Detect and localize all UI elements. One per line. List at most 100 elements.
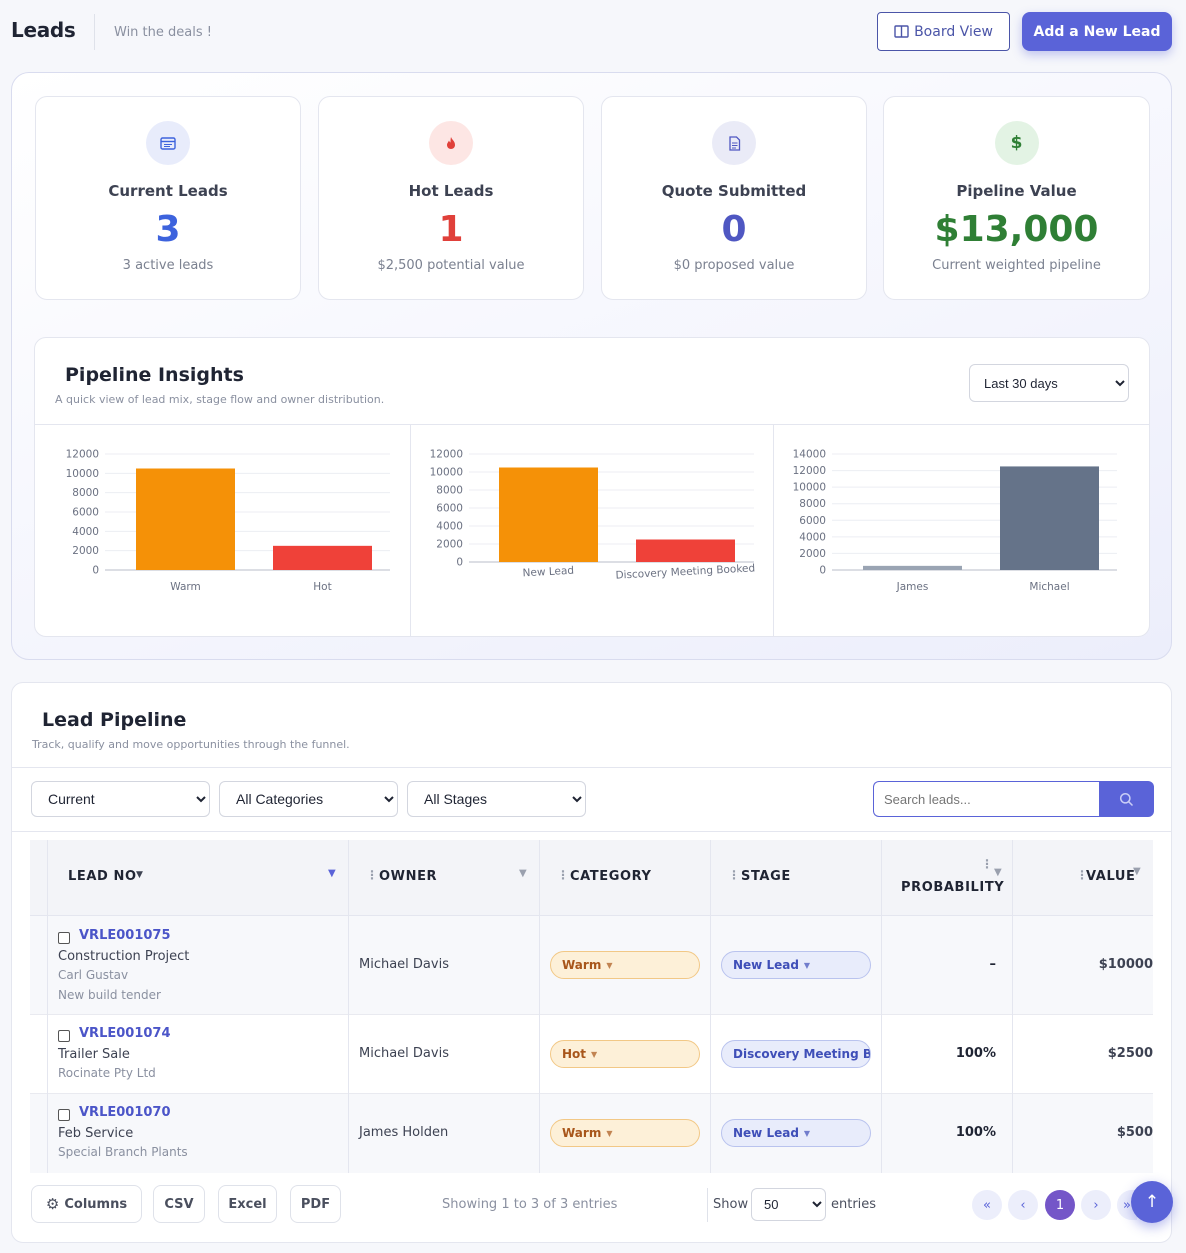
filter-icon[interactable]: ▼ [994, 867, 1003, 878]
page-1-button[interactable]: 1 [1045, 1190, 1075, 1220]
row-checkbox[interactable] [58, 1030, 70, 1042]
table-row[interactable]: VRLE001075 Construction Project Carl Gus… [30, 916, 1153, 1015]
row-checkbox[interactable] [58, 1109, 70, 1121]
y-tick-label: 2000 [799, 548, 826, 560]
probability-value: 100% [955, 1125, 996, 1140]
column-divider [47, 840, 48, 1173]
bar-hot [273, 545, 372, 570]
page-size-select[interactable]: 50 [751, 1188, 826, 1221]
owner-chart-svg: 0 2000 4000 6000 8000 10000 12000 14000 James Mic… [793, 449, 1117, 593]
date-range-select[interactable]: Last 30 days [969, 364, 1129, 402]
table-row[interactable]: VRLE001070 Feb Service Special Branch Pl… [30, 1094, 1153, 1173]
y-tick-label: 10000 [793, 482, 826, 494]
csv-export-button[interactable]: CSV [153, 1185, 205, 1223]
y-tick-label: 6000 [799, 515, 826, 527]
divider [707, 1188, 708, 1222]
column-header-value[interactable]: ⋮ VALUE ▼ [1012, 840, 1153, 916]
y-tick-label: 0 [456, 557, 463, 569]
stage-pill[interactable]: Discovery Meeting Boo [721, 1040, 871, 1068]
stage-filter-select[interactable]: All Stages [407, 781, 586, 817]
entries-label: entries [831, 1197, 877, 1212]
filter-icon[interactable]: ▼ [519, 868, 528, 879]
status-filter-select[interactable]: Current [31, 781, 210, 817]
filter-icon[interactable]: ▼ [328, 868, 337, 879]
lead-value: $500 [1116, 1125, 1153, 1140]
category-pill[interactable]: Warm ▼ [550, 951, 700, 979]
table-row[interactable]: VRLE001074 Trailer Sale Rocinate Pty Ltd… [30, 1015, 1153, 1094]
add-lead-button[interactable]: Add a New Lead [1022, 12, 1172, 51]
category-filter-select[interactable]: All Categories [219, 781, 398, 817]
bar-james [863, 565, 962, 570]
board-view-button[interactable]: Board View [877, 12, 1010, 51]
lead-number-link[interactable]: VRLE001070 [79, 1105, 171, 1120]
next-page-button[interactable]: › [1081, 1190, 1111, 1220]
x-tick-label: Michael [1029, 581, 1069, 593]
title-divider [94, 14, 95, 50]
stage-chart-svg: 0 2000 4000 6000 8000 10000 12000 New Lead Disco… [430, 449, 756, 582]
stat-label: Hot Leads [408, 182, 494, 200]
column-header-stage[interactable]: ⋮ STAGE [710, 840, 881, 916]
board-view-label: Board View [914, 23, 993, 40]
stat-card-pipeline-value: $ Pipeline Value $13,000 Current weighte… [883, 96, 1150, 300]
columns-button[interactable]: ⚙ Columns [31, 1185, 142, 1223]
divider [12, 831, 1171, 832]
stat-caption: Current weighted pipeline [932, 258, 1101, 273]
y-tick-label: 12000 [430, 449, 463, 461]
category-value-chart: 0 2000 4000 6000 8000 10000 12000 Warm Hot [35, 425, 410, 637]
pdf-export-button[interactable]: PDF [290, 1185, 341, 1223]
y-tick-label: 12000 [66, 449, 99, 461]
lead-project: Trailer Sale [58, 1047, 130, 1062]
bar-new-lead [499, 467, 598, 562]
prev-page-button[interactable]: ‹ [1008, 1190, 1038, 1220]
table-header: LEAD NO ▼ ▼ ⋮ OWNER ▼ ⋮ CATEGORY ⋮ STAGE… [30, 840, 1153, 916]
y-tick-label: 2000 [436, 539, 463, 551]
page-title: Leads [11, 18, 76, 42]
lead-project: Construction Project [58, 949, 190, 964]
lead-number-link[interactable]: VRLE001075 [79, 928, 171, 943]
lead-contact: Carl Gustav [58, 968, 129, 982]
first-page-button[interactable]: « [972, 1190, 1002, 1220]
drag-handle-icon[interactable]: ⋮ [981, 857, 994, 871]
drag-handle-icon[interactable]: ⋮ [728, 868, 741, 882]
category-pill[interactable]: Hot ▼ [550, 1040, 700, 1068]
search-input[interactable] [873, 781, 1099, 817]
category-pill[interactable]: Warm ▼ [550, 1119, 700, 1147]
excel-export-button[interactable]: Excel [218, 1185, 277, 1223]
y-tick-label: 10000 [430, 467, 463, 479]
lead-number-link[interactable]: VRLE001074 [79, 1026, 171, 1041]
stat-value: 1 [438, 209, 464, 250]
column-header-owner[interactable]: ⋮ OWNER ▼ [348, 840, 539, 916]
drag-handle-icon[interactable]: ⋮ [557, 868, 570, 882]
document-icon [712, 121, 756, 165]
drag-handle-icon[interactable]: ⋮ [366, 868, 379, 882]
bar-discovery-meeting-booked [636, 539, 735, 562]
sort-desc-icon[interactable]: ▼ [136, 870, 144, 880]
column-header-probability[interactable]: ⋮ ▼ PROBABILITY [881, 840, 1012, 916]
y-tick-label: 8000 [72, 487, 99, 499]
filter-icon[interactable]: ▼ [1133, 866, 1142, 877]
stage-pill[interactable]: New Lead ▼ [721, 951, 871, 979]
probability-value: 100% [955, 1046, 996, 1061]
stage-label: New Lead [733, 1126, 799, 1140]
column-header-category[interactable]: ⋮ CATEGORY [539, 840, 710, 916]
page-header: Leads Win the deals ! Board View Add a N… [0, 0, 1186, 64]
insights-subtitle: A quick view of lead mix, stage flow and… [55, 393, 385, 406]
drag-handle-icon[interactable]: ⋮ [1076, 868, 1089, 882]
owner-name: James Holden [359, 1125, 449, 1140]
scroll-to-top-button[interactable]: ↑ [1131, 1181, 1173, 1223]
pipeline-subtitle: Track, qualify and move opportunities th… [32, 738, 350, 751]
divider [12, 767, 1171, 768]
stat-label: Current Leads [108, 182, 228, 200]
column-label: STAGE [741, 869, 791, 884]
x-tick-label: New Lead [522, 565, 574, 580]
y-tick-label: 6000 [436, 503, 463, 515]
y-tick-label: 4000 [436, 521, 463, 533]
y-tick-label: 14000 [793, 449, 826, 461]
y-tick-label: 6000 [72, 507, 99, 519]
search-button[interactable] [1099, 781, 1154, 817]
row-checkbox[interactable] [58, 932, 70, 944]
gear-icon: ⚙ [45, 1195, 60, 1213]
stage-pill[interactable]: New Lead ▼ [721, 1119, 871, 1147]
chevron-down-icon: ▼ [803, 1128, 811, 1138]
column-header-lead-no[interactable]: LEAD NO ▼ ▼ [30, 840, 348, 916]
